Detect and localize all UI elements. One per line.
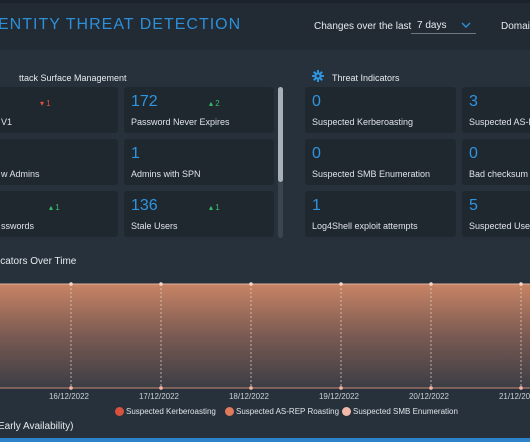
attack-card-label: Password Never Expires bbox=[131, 117, 230, 127]
attack-card-delta: ▴ 2 bbox=[209, 99, 220, 108]
legend-marker bbox=[342, 407, 351, 416]
attack-card-delta: ▴ 1 bbox=[209, 203, 220, 212]
attack-card-1[interactable]: ▾ 1 V1 bbox=[0, 87, 118, 133]
threat-card-value: 3 bbox=[469, 93, 478, 110]
data-point[interactable] bbox=[159, 282, 163, 286]
threat-card-label: Bad checksum bbox=[469, 169, 529, 179]
threat-card-label: Suspected Use bbox=[469, 221, 530, 231]
attack-card-4[interactable]: 1 Admins with SPN bbox=[124, 139, 274, 185]
threat-card-1[interactable]: 0 Suspected Kerberoasting bbox=[305, 87, 456, 133]
data-point[interactable] bbox=[249, 386, 253, 390]
footer-label: Early Availability) bbox=[0, 421, 74, 432]
page-title: ENTITY THREAT DETECTION bbox=[0, 16, 242, 33]
threat-card-value: 0 bbox=[312, 145, 321, 162]
scrollbar-thumb[interactable] bbox=[278, 87, 283, 182]
x-tick-label: 18/12/2022 bbox=[229, 392, 270, 401]
trend-up-icon: ▴ bbox=[209, 203, 214, 212]
legend-label: Suspected AS-REP Roasting bbox=[236, 407, 340, 416]
bottom-accent-bar bbox=[0, 438, 530, 442]
attack-card-value: 172 bbox=[131, 93, 158, 110]
attack-card-value: 1 bbox=[131, 145, 140, 162]
attack-card-6[interactable]: 136 ▴ 1 Stale Users bbox=[124, 191, 274, 237]
delta-value: 2 bbox=[215, 99, 220, 108]
data-point[interactable] bbox=[519, 282, 523, 286]
data-point[interactable] bbox=[429, 386, 433, 390]
data-point[interactable] bbox=[339, 386, 343, 390]
data-point[interactable] bbox=[339, 282, 343, 286]
attack-card-delta: ▴ 1 bbox=[49, 203, 60, 212]
threat-card-2[interactable]: 3 Suspected AS-R bbox=[462, 87, 530, 133]
period-select-value: 7 days bbox=[417, 20, 447, 31]
period-select[interactable]: 7 days bbox=[411, 17, 476, 34]
changes-label: Changes over the last bbox=[314, 21, 412, 32]
x-tick-label: 16/12/2022 bbox=[49, 392, 90, 401]
data-point[interactable] bbox=[249, 282, 253, 286]
delta-value: 1 bbox=[55, 203, 60, 212]
threat-card-label: Suspected Kerberoasting bbox=[312, 117, 414, 127]
attack-card-label: V1 bbox=[1, 117, 13, 127]
delta-value: 1 bbox=[46, 99, 51, 108]
attack-card-5[interactable]: ▴ 1 sswords bbox=[0, 191, 118, 237]
attack-card-value: 136 bbox=[131, 197, 158, 214]
threat-card-label: Suspected AS-R bbox=[469, 117, 530, 127]
threat-card-value: 0 bbox=[469, 145, 478, 162]
attack-card-delta: ▾ 1 bbox=[40, 99, 51, 108]
page-header: ENTITY THREAT DETECTION Changes over the… bbox=[0, 0, 530, 50]
series-area-suspected-as-rep-roasting bbox=[0, 284, 530, 388]
indicators-over-time-chart: 16/12/2022 17/12/2022 18/12/2022 19/12/2022… bbox=[0, 282, 530, 401]
threat-card-value: 0 bbox=[312, 93, 321, 110]
threat-card-value: 5 bbox=[469, 197, 478, 214]
threat-card-3[interactable]: 0 Suspected SMB Enumeration bbox=[305, 139, 456, 185]
threat-card-label: Suspected SMB Enumeration bbox=[312, 169, 431, 179]
threat-card-6[interactable]: 5 Suspected Use bbox=[462, 191, 530, 237]
threat-indicators-title: Threat Indicators bbox=[332, 73, 400, 83]
data-point[interactable] bbox=[69, 386, 73, 390]
delta-value: 1 bbox=[215, 203, 220, 212]
threat-card-5[interactable]: 1 Log4Shell exploit attempts bbox=[305, 191, 456, 237]
attack-card-label: w Admins bbox=[1, 169, 40, 179]
data-point[interactable] bbox=[69, 282, 73, 286]
threat-card-4[interactable]: 0 Bad checksum bbox=[462, 139, 530, 185]
trend-up-icon: ▴ bbox=[209, 99, 214, 108]
chart-legend: Suspected Kerberoasting Suspected AS-REP … bbox=[0, 406, 530, 418]
attack-card-3[interactable]: w Admins bbox=[0, 139, 118, 185]
domain-label[interactable]: Domai bbox=[501, 21, 530, 32]
attack-card-label: sswords bbox=[1, 221, 35, 231]
data-point[interactable] bbox=[519, 386, 523, 390]
x-tick-label: 20/12/2022 bbox=[409, 392, 450, 401]
gear-icon bbox=[312, 70, 324, 82]
data-point[interactable] bbox=[159, 386, 163, 390]
legend-marker bbox=[225, 407, 234, 416]
chart-section-title: icators Over Time bbox=[0, 256, 77, 267]
attack-surface-title: ttack Surface Management bbox=[19, 73, 127, 83]
threat-card-label: Log4Shell exploit attempts bbox=[312, 221, 418, 231]
attack-card-2[interactable]: 172 ▴ 2 Password Never Expires bbox=[124, 87, 274, 133]
legend-marker bbox=[115, 407, 124, 416]
x-tick-label: 17/12/2022 bbox=[139, 392, 180, 401]
x-tick-label: 19/12/2022 bbox=[319, 392, 360, 401]
legend-label: Suspected Kerberoasting bbox=[126, 407, 216, 416]
attack-card-label: Admins with SPN bbox=[131, 169, 201, 179]
chevron-down-icon bbox=[461, 22, 471, 28]
x-tick-label: 21/12/2022 bbox=[499, 392, 530, 401]
threat-card-value: 1 bbox=[312, 197, 321, 214]
data-point[interactable] bbox=[429, 282, 433, 286]
attack-card-label: Stale Users bbox=[131, 221, 178, 231]
legend-label: Suspected SMB Enumeration bbox=[353, 407, 458, 416]
trend-down-icon: ▾ bbox=[40, 99, 45, 108]
trend-up-icon: ▴ bbox=[49, 203, 54, 212]
